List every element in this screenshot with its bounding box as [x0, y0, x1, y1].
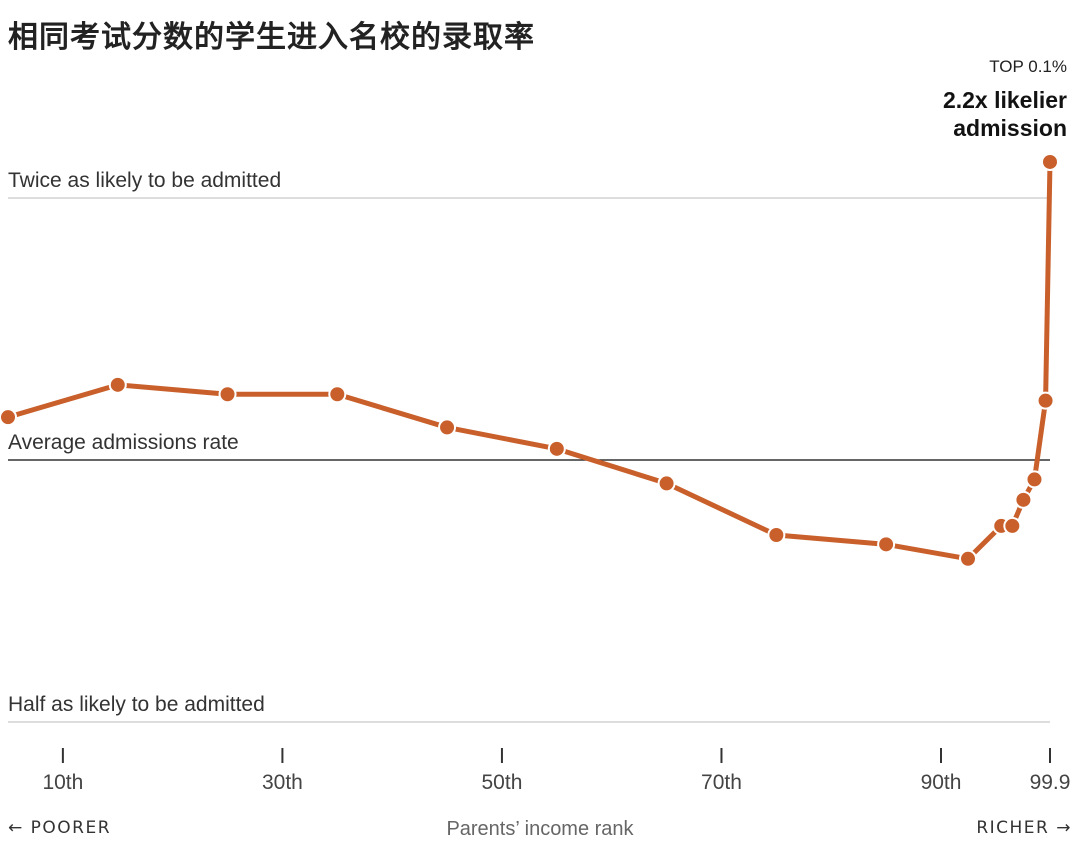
data-point — [877, 535, 896, 554]
data-point — [1014, 490, 1033, 509]
data-point — [657, 474, 676, 493]
data-point — [767, 526, 786, 545]
richer-label: RICHER → — [976, 818, 1072, 838]
x-axis: 10th 30th 50th 70th 90th 99.9 — [42, 748, 1070, 794]
reference-label-2: Half as likely to be admitted — [8, 693, 265, 716]
annotation-value-line1: 2.2x likelier — [943, 87, 1067, 113]
x-tick-label-1: 30th — [262, 771, 303, 794]
reference-label-0: Twice as likely to be admitted — [8, 169, 281, 192]
data-point — [438, 418, 457, 437]
x-tick-label-2: 50th — [482, 771, 523, 794]
annotation: TOP 0.1% 2.2x likelier admission — [943, 57, 1067, 141]
data-point — [1003, 516, 1022, 535]
annotation-top-label: TOP 0.1% — [989, 57, 1067, 76]
series-line — [7, 161, 1053, 562]
x-tick-label-4: 90th — [921, 771, 962, 794]
x-tick-label-5: 99.9 — [1030, 771, 1071, 794]
x-axis-title: Parents’ income rank — [446, 818, 634, 840]
data-point — [218, 385, 237, 404]
data-point — [1041, 152, 1059, 171]
data-point — [0, 408, 17, 427]
data-point — [547, 439, 566, 458]
data-point — [959, 549, 977, 568]
x-tick-label-3: 70th — [701, 771, 742, 794]
chart-title: 相同考试分数的学生进入名校的录取率 — [8, 20, 535, 55]
data-point — [108, 375, 127, 394]
reference-lines: Twice as likely to be admitted Average ad… — [8, 169, 1050, 723]
x-tick-label-0: 10th — [42, 771, 83, 794]
annotation-value-line2: admission — [953, 115, 1067, 141]
reference-label-1: Average admissions rate — [8, 431, 239, 454]
series — [0, 152, 1059, 568]
data-point — [1036, 391, 1055, 410]
poorer-label: ← POORER — [8, 818, 112, 838]
data-point — [328, 385, 347, 404]
data-point — [1025, 470, 1044, 489]
